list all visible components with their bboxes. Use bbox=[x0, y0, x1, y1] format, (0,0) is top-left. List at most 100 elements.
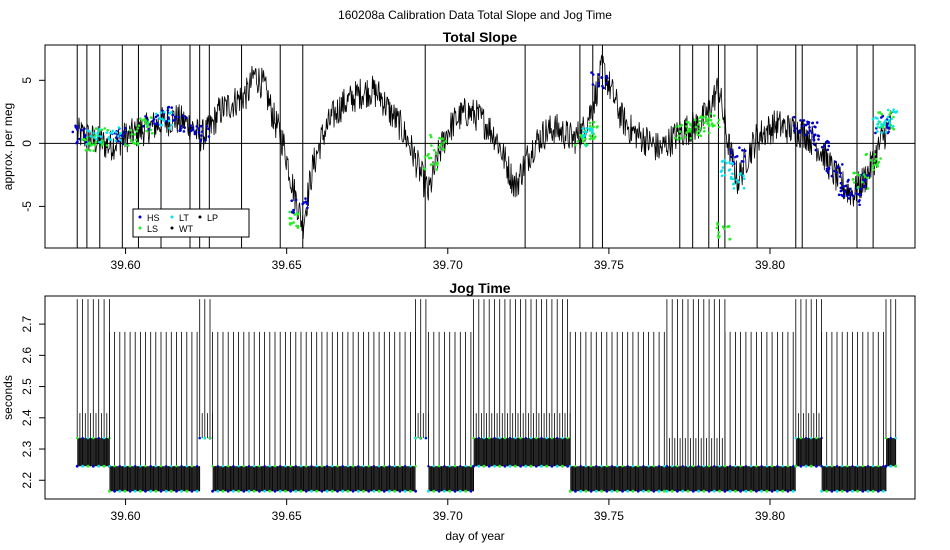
series-lt-point bbox=[725, 161, 728, 165]
series-hs-point bbox=[305, 202, 309, 205]
jog-time-point bbox=[403, 489, 407, 493]
series-hs-point bbox=[122, 132, 126, 135]
series-ls-point bbox=[700, 115, 703, 118]
jog-time-point bbox=[258, 489, 261, 493]
series-ls-point bbox=[677, 134, 680, 138]
series-hs-point bbox=[78, 137, 81, 141]
series-hs-point bbox=[147, 128, 150, 131]
jog-time-point bbox=[409, 465, 412, 468]
series-hs-point bbox=[189, 124, 192, 127]
jog-time-point bbox=[388, 489, 391, 493]
series-hs-point bbox=[823, 144, 826, 147]
jog-time-point bbox=[815, 464, 818, 468]
jog-time-point bbox=[561, 436, 564, 440]
series-ls-point bbox=[86, 136, 89, 139]
plot-frame bbox=[44, 44, 916, 249]
jog-time-point bbox=[663, 465, 666, 468]
jog-time-point bbox=[755, 465, 758, 468]
jog-time-point bbox=[723, 465, 727, 468]
series-hs-point bbox=[810, 131, 814, 135]
series-hs-point bbox=[845, 194, 849, 197]
jog-time-point bbox=[221, 465, 225, 468]
series-hs-point bbox=[834, 160, 837, 164]
jog-time-point bbox=[647, 465, 650, 468]
series-lt-point bbox=[890, 117, 893, 121]
series-lt-point bbox=[886, 115, 890, 119]
series-ls-point bbox=[437, 145, 441, 149]
x-tick-label: 39.80 bbox=[755, 258, 785, 272]
series-hs-point bbox=[193, 132, 197, 136]
jog-time-point bbox=[409, 489, 412, 493]
jog-time-point bbox=[247, 489, 251, 493]
jog-time-point bbox=[804, 436, 808, 440]
series-hs-point bbox=[799, 119, 802, 122]
jog-time-point bbox=[856, 489, 859, 493]
series-lt-point bbox=[585, 130, 588, 134]
jog-time-point bbox=[574, 489, 577, 493]
jog-time-point bbox=[398, 489, 402, 493]
jog-time-point bbox=[305, 465, 308, 468]
jog-time-point bbox=[631, 465, 635, 468]
jog-time-point bbox=[118, 465, 122, 468]
series-hs-point bbox=[85, 140, 88, 144]
series-ls-point bbox=[574, 143, 577, 147]
jog-time-point bbox=[846, 465, 849, 468]
jog-time-point bbox=[894, 436, 897, 440]
jog-time-point bbox=[605, 465, 608, 468]
x-tick-label: 39.75 bbox=[594, 258, 624, 272]
jog-time-point bbox=[154, 489, 158, 493]
series-hs-point bbox=[804, 133, 807, 137]
jog-time-point bbox=[432, 489, 436, 493]
series-lt-point bbox=[159, 111, 163, 114]
legend-marker-wt bbox=[170, 226, 174, 230]
series-hs-point bbox=[807, 121, 811, 124]
series-ls-point bbox=[135, 129, 138, 133]
series-ls-point bbox=[293, 213, 297, 216]
jog-time-point bbox=[437, 465, 441, 468]
series-hs-point bbox=[802, 119, 806, 122]
series-ls-point bbox=[703, 130, 706, 133]
series-ls-point bbox=[438, 136, 441, 140]
series-ls-point bbox=[888, 113, 891, 116]
jog-time-point bbox=[676, 489, 679, 493]
jog-time-point bbox=[739, 465, 742, 468]
series-hs-point bbox=[306, 206, 309, 210]
series-ls-point bbox=[889, 110, 892, 114]
series-hs-point bbox=[867, 174, 870, 177]
jog-time-point bbox=[713, 465, 716, 468]
jog-time-point bbox=[237, 489, 241, 493]
series-ls-point bbox=[871, 165, 875, 168]
jog-time-point bbox=[876, 489, 880, 493]
series-lt-point bbox=[742, 186, 746, 190]
series-ls-point bbox=[129, 128, 132, 132]
series-ls-point bbox=[679, 137, 683, 140]
jog-time-point bbox=[185, 489, 189, 493]
jog-time-point bbox=[315, 465, 318, 468]
series-ls-point bbox=[695, 131, 698, 134]
jog-time-point bbox=[776, 465, 779, 468]
legend-label-ls: LS bbox=[147, 224, 158, 234]
jog-time-point bbox=[697, 489, 700, 493]
series-hs-point bbox=[814, 125, 817, 129]
jog-time-point bbox=[299, 465, 303, 468]
series-hs-point bbox=[601, 84, 604, 88]
jog-time-point bbox=[681, 465, 684, 468]
jog-time-point bbox=[448, 489, 452, 493]
jog-time-point bbox=[190, 489, 194, 493]
jog-time-point bbox=[346, 465, 350, 468]
series-ls-point bbox=[869, 159, 872, 162]
series-lt-point bbox=[117, 126, 121, 129]
series-ls-point bbox=[94, 127, 98, 130]
series-hs-point bbox=[811, 121, 814, 125]
series-ls-point bbox=[428, 156, 431, 160]
y-tick-label: 2.7 bbox=[20, 315, 34, 332]
series-lt-point bbox=[886, 108, 890, 112]
jog-time-point bbox=[545, 464, 549, 468]
series-lt-point bbox=[743, 177, 746, 180]
jog-time-point bbox=[216, 465, 219, 468]
series-lt-point bbox=[731, 162, 734, 165]
jog-time-point bbox=[605, 489, 609, 493]
jog-time-spikes bbox=[666, 299, 726, 492]
series-ls-point bbox=[707, 117, 710, 120]
series-hs-point bbox=[730, 155, 734, 159]
